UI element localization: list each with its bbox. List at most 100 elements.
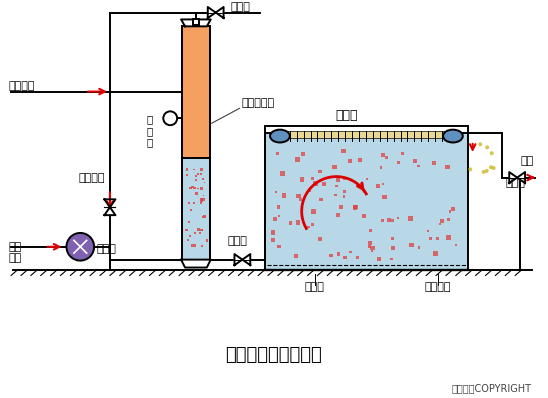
Bar	[368, 244, 371, 248]
Text: 压
力
表: 压 力 表	[146, 114, 152, 148]
Bar	[197, 173, 199, 175]
Bar	[191, 244, 193, 247]
Bar	[275, 191, 277, 193]
Bar	[296, 220, 300, 225]
Bar	[186, 168, 188, 171]
Bar	[300, 178, 304, 182]
Bar	[455, 244, 457, 246]
Circle shape	[489, 165, 493, 169]
Bar	[199, 201, 202, 204]
Bar	[301, 217, 303, 219]
Bar	[352, 205, 357, 210]
Bar	[408, 217, 413, 221]
Bar	[193, 20, 199, 25]
Bar	[391, 246, 395, 250]
Bar	[195, 179, 197, 181]
Bar	[343, 177, 346, 180]
Bar	[370, 246, 375, 250]
Bar	[413, 159, 416, 163]
Bar	[296, 194, 301, 199]
Bar	[382, 195, 386, 199]
Circle shape	[469, 168, 472, 171]
Bar	[194, 232, 196, 234]
Bar	[295, 157, 300, 162]
Text: 集水系统: 集水系统	[425, 282, 452, 292]
Bar	[376, 257, 381, 261]
Bar	[202, 216, 204, 218]
Bar	[202, 178, 204, 179]
Bar	[201, 245, 203, 247]
Circle shape	[485, 145, 489, 149]
Bar	[432, 161, 436, 165]
Bar	[358, 158, 362, 162]
Bar	[200, 187, 203, 190]
Bar	[446, 236, 450, 240]
Circle shape	[485, 169, 489, 173]
Bar	[309, 190, 311, 192]
Text: 全溶气气浮工艺流程: 全溶气气浮工艺流程	[226, 347, 322, 365]
Bar	[200, 173, 202, 175]
Bar	[341, 149, 346, 153]
Text: 原水
进入: 原水 进入	[8, 242, 21, 263]
Bar	[342, 195, 345, 197]
Ellipse shape	[270, 130, 290, 142]
Bar	[409, 242, 414, 247]
Circle shape	[492, 166, 495, 170]
Bar	[193, 202, 195, 204]
Bar	[282, 193, 286, 198]
Text: 化学药剂: 化学药剂	[78, 173, 105, 183]
Text: 减压阀: 减压阀	[227, 236, 247, 246]
Text: 气浮池: 气浮池	[305, 282, 324, 292]
Bar	[277, 215, 280, 217]
Bar	[280, 171, 284, 176]
Polygon shape	[509, 172, 517, 183]
Bar	[390, 258, 392, 260]
Bar	[204, 181, 205, 183]
Polygon shape	[104, 199, 116, 207]
Bar	[342, 190, 346, 193]
Bar	[334, 193, 337, 196]
Bar	[311, 177, 315, 180]
Bar	[438, 222, 441, 225]
Bar	[447, 218, 450, 221]
Circle shape	[482, 170, 486, 174]
Bar	[451, 207, 455, 211]
Circle shape	[66, 233, 94, 261]
Bar	[189, 221, 191, 223]
Bar	[318, 170, 322, 173]
Bar	[200, 168, 203, 171]
Bar	[195, 175, 197, 177]
Polygon shape	[235, 254, 242, 265]
Bar	[356, 256, 359, 259]
Bar	[380, 166, 383, 169]
Bar	[387, 218, 391, 222]
Bar	[271, 230, 276, 235]
Bar	[182, 26, 210, 158]
Bar	[381, 219, 384, 222]
Text: 出水: 出水	[521, 156, 534, 166]
Ellipse shape	[443, 130, 463, 142]
Bar	[339, 205, 343, 209]
Bar	[195, 192, 198, 195]
Bar	[397, 217, 399, 219]
Polygon shape	[517, 172, 525, 183]
Bar	[280, 131, 453, 138]
Bar	[353, 205, 358, 209]
Bar	[289, 221, 293, 225]
Bar	[273, 217, 277, 221]
Bar	[271, 238, 276, 242]
Bar	[201, 228, 203, 231]
Bar	[381, 183, 384, 185]
Bar	[322, 182, 327, 186]
Bar	[446, 164, 450, 169]
Bar	[319, 198, 323, 201]
Bar	[193, 187, 196, 189]
Bar	[188, 202, 190, 204]
Bar	[186, 174, 189, 176]
Bar	[199, 232, 201, 234]
Bar	[197, 188, 199, 189]
Bar	[191, 186, 193, 188]
Bar	[369, 229, 372, 232]
Bar	[391, 219, 393, 222]
Bar	[190, 187, 192, 189]
